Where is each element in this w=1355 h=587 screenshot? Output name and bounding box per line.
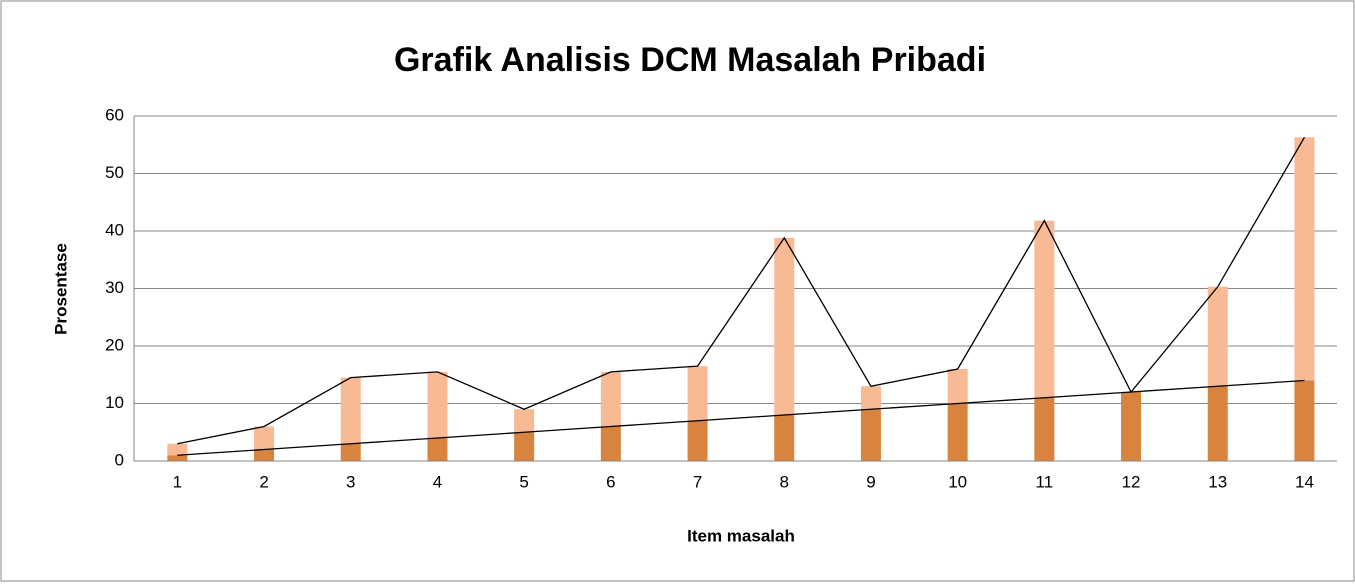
x-tick-label: 6 <box>606 472 615 491</box>
bar-segment <box>340 443 361 461</box>
bar-segment <box>687 420 708 461</box>
bar-segment <box>600 371 621 427</box>
bar-segment <box>600 426 621 461</box>
bar-segment <box>947 403 968 461</box>
chart-title: Grafik Analisis DCM Masalah Pribadi <box>394 41 986 79</box>
y-tick-label: 60 <box>105 105 124 124</box>
x-tick-label: 1 <box>173 472 182 491</box>
x-axis-label: Item masalah <box>687 526 795 545</box>
bar-segment <box>1294 380 1315 461</box>
x-tick-label: 4 <box>433 472 442 491</box>
bar-segment <box>340 377 361 444</box>
bar-segment <box>427 438 448 461</box>
bar-segment <box>1034 397 1055 461</box>
bar-segment <box>774 237 795 415</box>
x-tick-label: 10 <box>948 472 967 491</box>
x-tick-label: 2 <box>259 472 268 491</box>
x-tick-label: 12 <box>1122 472 1141 491</box>
y-tick-label: 50 <box>105 163 124 182</box>
bar-segment <box>167 443 188 456</box>
y-tick-label: 0 <box>115 450 124 469</box>
x-tick-label: 5 <box>519 472 528 491</box>
bar-segment <box>860 386 881 410</box>
y-tick-label: 10 <box>105 393 124 412</box>
bar-segment <box>1294 137 1315 381</box>
bar-segment <box>687 366 708 421</box>
x-tick-label: 13 <box>1208 472 1227 491</box>
bar-segment <box>774 415 795 461</box>
y-tick-label: 30 <box>105 278 124 297</box>
bar-segment <box>514 432 535 461</box>
bar-segment <box>167 455 188 461</box>
bar-segment <box>860 409 881 461</box>
bar-segment <box>1121 392 1142 461</box>
bar-segment <box>254 426 275 450</box>
bar-segment <box>514 409 535 433</box>
x-tick-label: 14 <box>1295 472 1314 491</box>
bar-segment <box>1207 386 1228 461</box>
bar-segment <box>947 369 968 404</box>
bar-segment <box>1034 220 1055 398</box>
x-tick-label: 7 <box>693 472 702 491</box>
x-tick-label: 3 <box>346 472 355 491</box>
bar-segment <box>254 449 275 461</box>
line <box>177 136 1306 445</box>
y-tick-label: 40 <box>105 220 124 239</box>
bar-segment <box>1207 286 1228 387</box>
bar-segment <box>427 371 448 438</box>
x-tick-label: 9 <box>866 472 875 491</box>
x-tick-label: 11 <box>1036 472 1054 491</box>
y-axis-label: Prosentase <box>51 243 70 335</box>
x-tick-label: 8 <box>780 472 789 491</box>
y-tick-label: 20 <box>105 335 124 354</box>
line <box>177 379 1305 456</box>
